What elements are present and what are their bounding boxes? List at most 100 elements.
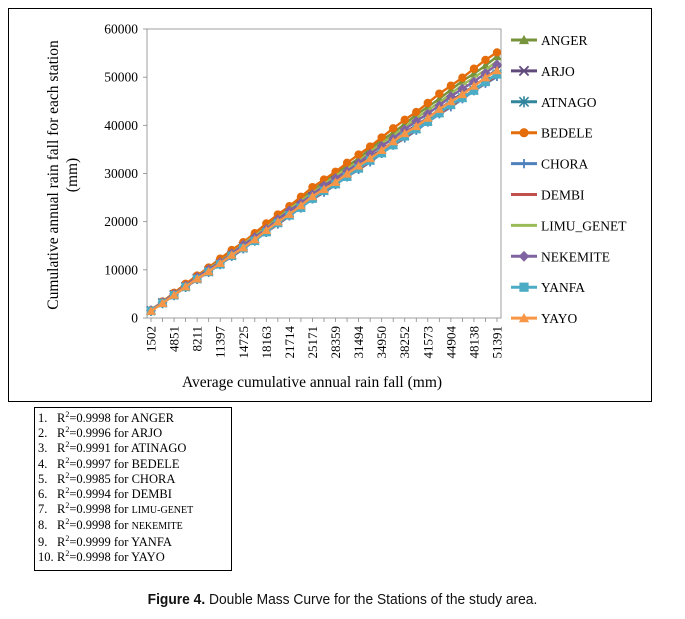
data-point — [250, 234, 260, 244]
data-point — [469, 64, 479, 73]
data-point — [457, 89, 468, 99]
r2-exponent: 2 — [65, 501, 70, 511]
x-tick-label: 41573 — [420, 326, 435, 359]
r2-symbol: R — [57, 518, 66, 533]
legend-label: LIMU_GENET — [541, 218, 627, 233]
r2-symbol: R — [57, 534, 66, 549]
r2-item-number: 4. — [38, 456, 48, 471]
r2-exponent: 2 — [65, 533, 70, 543]
figure-caption: Figure 4. Double Mass Curve for the Stat… — [27, 591, 657, 608]
double-mass-chart: 0 10000 20000 30000 40000 50000 60000 1502 4851 8… — [45, 22, 627, 392]
y-axis-title: Cumulative annual rain fall for each sta… — [45, 40, 62, 310]
x-tick-label: 14725 — [236, 326, 251, 359]
r2-exponent: 2 — [65, 440, 70, 450]
caption-label: Figure 4. — [147, 591, 206, 608]
legend-label: ARJO — [541, 64, 575, 79]
r2-value: =0.9999 for — [69, 534, 132, 549]
data-point — [319, 184, 329, 193]
series-yayo — [146, 65, 502, 315]
x-tick-label: 38252 — [397, 326, 412, 359]
r2-item-9: 9. R2=0.9999 for YANFA — [38, 533, 231, 550]
r2-exponent: 2 — [65, 425, 70, 435]
r2-symbol: R — [57, 456, 66, 471]
x-tick-label: 11397 — [213, 326, 228, 359]
data-point — [469, 86, 479, 95]
r2-item-8: 8. R2=0.9998 for NEKEMITE — [38, 518, 231, 534]
y-tick-label: 20000 — [104, 214, 138, 229]
x-tick-label: 34950 — [374, 326, 389, 359]
r2-station: YAYO — [131, 549, 165, 564]
legend-label: ATNAGO — [541, 95, 597, 110]
r2-item-3: 3. R2=0.9991 for ATINAGO — [38, 441, 231, 456]
r2-item-number: 5. — [38, 471, 48, 486]
legend-swatch-marker — [519, 128, 529, 138]
r2-value: =0.9998 for — [69, 502, 132, 517]
legend-swatch-marker — [519, 282, 529, 292]
data-point — [354, 150, 363, 159]
legend-label: NEKEMITE — [541, 249, 610, 264]
r2-item-7: 7. R2=0.9998 for LIMU-GENET — [38, 502, 231, 518]
r2-exponent: 2 — [65, 455, 70, 465]
x-tick-label: 4851 — [167, 326, 182, 352]
legend-swatch-marker — [518, 65, 530, 77]
legend-swatch-marker — [518, 250, 530, 262]
x-tick-label: 25171 — [305, 326, 320, 359]
r2-value: =0.9985 for — [69, 471, 132, 486]
data-point — [330, 177, 341, 186]
data-point — [377, 133, 386, 142]
data-point — [492, 48, 502, 57]
legend-item-limu-genet: LIMU_GENET — [511, 218, 627, 233]
data-point — [492, 59, 502, 70]
data-point — [169, 290, 179, 299]
data-point — [481, 77, 490, 87]
legend-label: DEMBI — [541, 188, 585, 203]
legend-item-arjo: ARJO — [511, 64, 575, 79]
data-point — [469, 81, 479, 90]
r2-exponent: 2 — [65, 486, 70, 496]
data-point — [296, 200, 306, 210]
y-tick-label: 60000 — [104, 22, 138, 37]
r2-item-1: 1. R2=0.9998 for ANGER — [38, 411, 231, 426]
legend-item-chora: CHORA — [511, 157, 589, 172]
r2-legend-box: 1. R2=0.9998 for ANGER 2. R2=0.9996 for ARJ… — [34, 407, 232, 571]
r2-item-number: 10. — [38, 549, 54, 564]
data-point — [492, 70, 502, 79]
data-point — [342, 169, 352, 178]
r2-item-number: 3. — [38, 441, 48, 456]
legend-label: CHORA — [541, 157, 589, 172]
data-point — [342, 158, 352, 168]
data-point — [400, 128, 410, 138]
data-point — [203, 266, 214, 276]
y-tick-label: 0 — [131, 311, 138, 326]
legend-swatch-marker — [519, 159, 529, 169]
r2-symbol: R — [57, 502, 66, 517]
legend-label: YAYO — [541, 311, 578, 326]
data-point — [180, 281, 191, 291]
data-point — [458, 73, 467, 82]
legend-label: ANGER — [541, 33, 588, 48]
legend-item-yayo: YAYO — [511, 311, 578, 326]
x-tick-label: 18163 — [259, 326, 274, 359]
r2-exponent: 2 — [65, 517, 70, 527]
x-tick-label: 1502 — [144, 326, 159, 352]
r2-item-number: 2. — [38, 426, 48, 441]
r2-item-number: 9. — [38, 534, 48, 549]
data-point — [389, 124, 398, 133]
r2-value: =0.9998 for — [69, 518, 132, 533]
r2-value: =0.9997 for — [69, 456, 132, 471]
r2-value: =0.9991 for — [69, 441, 131, 456]
legend-item-dembi: DEMBI — [511, 188, 585, 203]
r2-item-6: 6. R2=0.9994 for DEMBI — [38, 487, 231, 502]
x-tick-label: 28359 — [328, 326, 343, 359]
data-point — [261, 225, 272, 235]
r2-exponent: 2 — [65, 548, 70, 558]
data-point — [400, 115, 409, 125]
data-point — [412, 107, 421, 117]
data-point — [435, 108, 444, 118]
r2-item-4: 4. R2=0.9997 for BEDELE — [38, 455, 231, 472]
r2-station: CHORA — [131, 471, 176, 486]
r2-item-number: 7. — [38, 502, 48, 517]
legend-item-bedele: BEDELE — [511, 126, 593, 141]
r2-value: =0.9998 for — [69, 549, 132, 564]
data-point — [480, 72, 491, 82]
